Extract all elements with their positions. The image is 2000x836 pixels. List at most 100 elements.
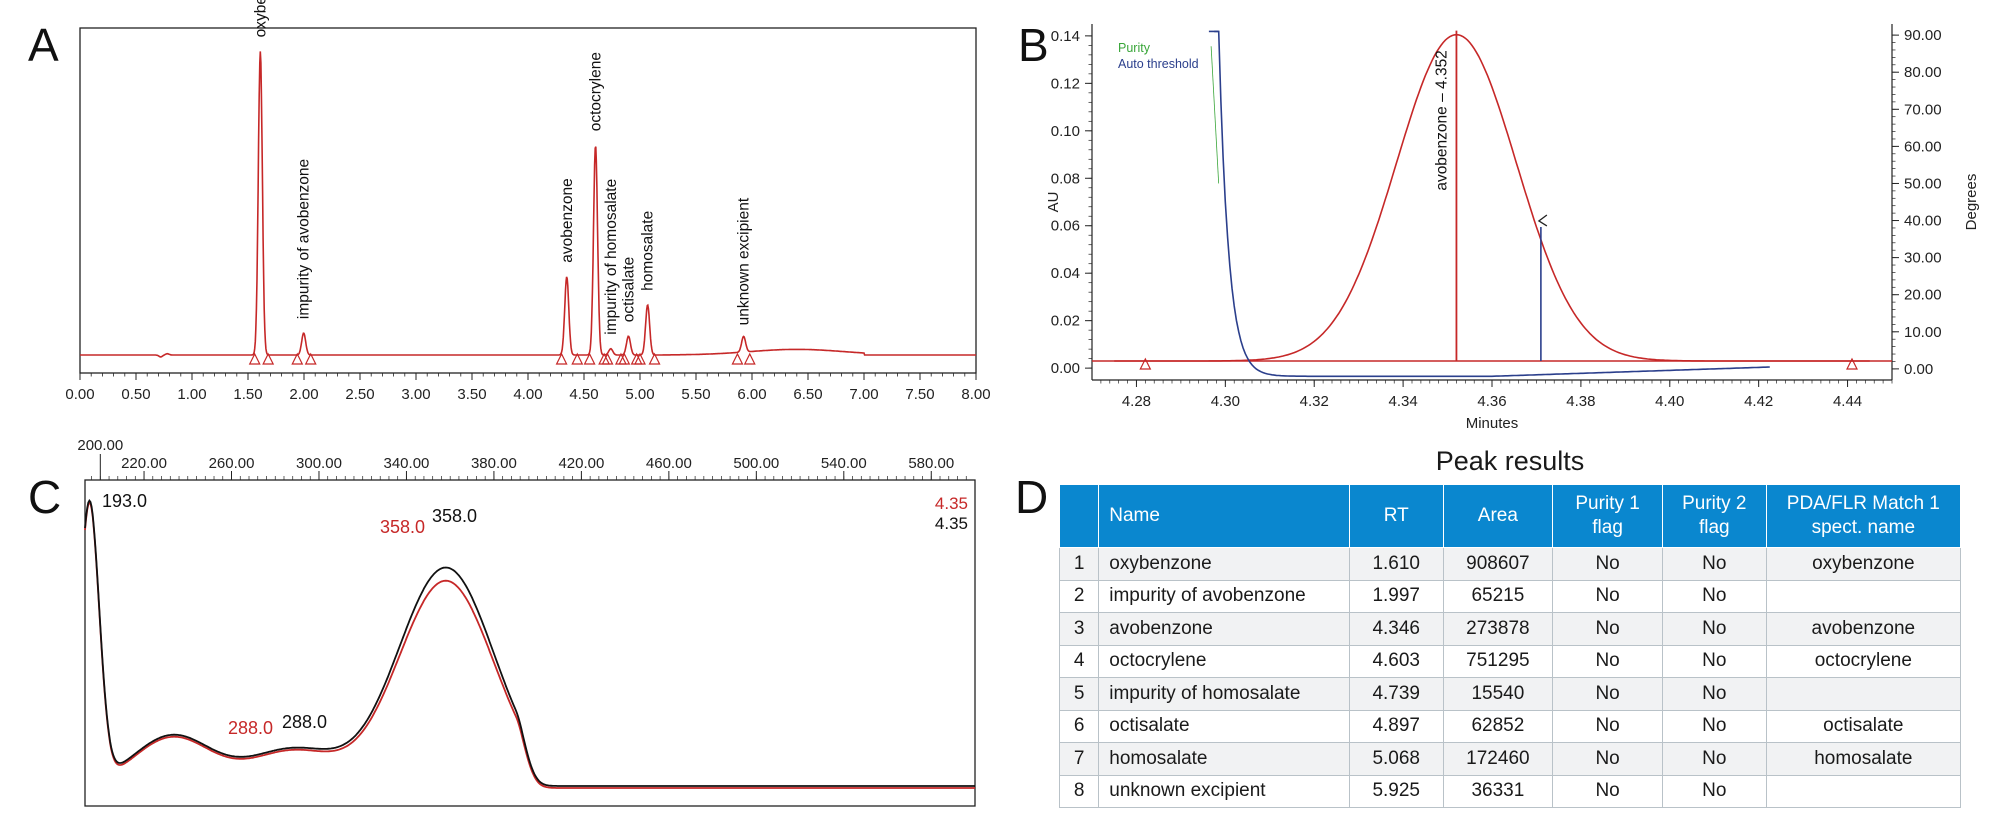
x-tick-label-a: 4.50	[569, 386, 598, 403]
x-tick-label-a: 3.50	[457, 386, 486, 403]
col-header-index	[1058, 484, 1100, 548]
cell-purity2: No	[1661, 579, 1767, 613]
panel-letter-c: C	[28, 471, 62, 523]
cell-rt: 5.925	[1348, 774, 1444, 808]
cell-name: homosalate	[1098, 742, 1350, 776]
integration-marker-a	[571, 352, 584, 365]
col-header-area: Area	[1442, 484, 1554, 548]
cutoff-caret-b	[1537, 214, 1548, 227]
col-header-purity2: Purity 2 flag	[1661, 484, 1767, 548]
x-tick-label-b: 4.36	[1477, 393, 1506, 410]
col-header-rt: RT	[1348, 484, 1444, 548]
cell-area: 36331	[1442, 774, 1554, 808]
cell-name: octisalate	[1098, 709, 1350, 743]
threshold-curve-b	[1214, 30, 1770, 378]
cell-area: 62852	[1442, 709, 1554, 743]
x-tick-label-c: 380.00	[471, 455, 517, 472]
peak-curve-b	[1114, 33, 1870, 362]
panel-letter-a: A	[28, 19, 59, 71]
cell-index: 6	[1058, 709, 1100, 743]
y-axis-title-b: AU	[1045, 192, 1062, 213]
peak-label-a: unknown excipient	[736, 197, 753, 325]
cell-purity1: No	[1552, 612, 1663, 646]
x-tick-label-c: 200.00	[77, 437, 123, 454]
table-row: 5 impurity of homosalate 4.739 15540 No No	[1058, 677, 1962, 711]
x-tick-label-a: 6.00	[737, 386, 766, 403]
cell-index: 8	[1058, 774, 1100, 808]
table-row: 7 homosalate 5.068 172460 No No homosalate	[1058, 742, 1962, 776]
table-row: 6 octisalate 4.897 62852 No No octisalate	[1058, 709, 1962, 743]
series-label-black-c: 4.35	[935, 514, 968, 533]
y2-tick-label-b: 30.00	[1904, 250, 1942, 267]
table-body: 1 oxybenzone 1.610 908607 No No oxybenzone 2 imp…	[1058, 547, 1962, 808]
cell-area: 15540	[1442, 677, 1554, 711]
cell-rt: 4.897	[1348, 709, 1444, 743]
cell-match	[1765, 579, 1962, 613]
y-tick-label-b: 0.00	[1051, 360, 1080, 377]
cell-purity1: No	[1552, 709, 1663, 743]
cell-purity1: No	[1552, 644, 1663, 678]
cell-purity2: No	[1661, 677, 1767, 711]
cell-purity1: No	[1552, 579, 1663, 613]
peak-label-a: impurity of homosalate	[603, 179, 620, 335]
integration-marker-a	[304, 352, 317, 365]
cell-name: avobenzone	[1098, 612, 1350, 646]
x-tick-label-c: 540.00	[821, 455, 867, 472]
cell-rt: 1.997	[1348, 579, 1444, 613]
cell-name: impurity of avobenzone	[1098, 579, 1350, 613]
integration-marker-a	[291, 352, 304, 365]
y-tick-label-b: 0.08	[1051, 170, 1080, 187]
x-tick-label-a: 1.00	[177, 386, 206, 403]
integration-marker-a	[618, 352, 631, 365]
cell-name: octocrylene	[1098, 644, 1350, 678]
cell-purity2: No	[1661, 709, 1767, 743]
x-tick-label-a: 7.50	[905, 386, 934, 403]
cell-match: octisalate	[1765, 709, 1962, 743]
cell-rt: 4.603	[1348, 644, 1444, 678]
y2-tick-label-b: 80.00	[1904, 64, 1942, 81]
integration-marker-a	[648, 352, 661, 365]
integration-marker-b	[1846, 357, 1858, 370]
peak-label-b: avobenzone – 4.352	[1433, 50, 1450, 190]
x-tick-label-a: 1.50	[233, 386, 262, 403]
table-row: 8 unknown excipient 5.925 36331 No No	[1058, 774, 1962, 808]
y-tick-label-b: 0.10	[1051, 123, 1080, 140]
x-tick-label-c: 460.00	[646, 455, 692, 472]
integration-marker-a	[555, 352, 568, 365]
y2-tick-label-b: 40.00	[1904, 213, 1942, 230]
cell-match	[1765, 677, 1962, 711]
cell-index: 7	[1058, 742, 1100, 776]
x-tick-label-b: 4.30	[1211, 393, 1240, 410]
x-tick-label-a: 8.00	[961, 386, 990, 403]
cell-name: impurity of homosalate	[1098, 677, 1350, 711]
x-tick-label-c: 500.00	[733, 455, 779, 472]
peak-results-table: Name RT Area Purity 1 flag Purity 2 flag…	[1058, 484, 1962, 808]
y2-tick-label-b: 70.00	[1904, 101, 1942, 118]
col-header-match: PDA/FLR Match 1 spect. name	[1765, 484, 1962, 548]
x-tick-label-b: 4.28	[1122, 393, 1151, 410]
series-label-red-c: 4.35	[935, 494, 968, 513]
cell-index: 2	[1058, 579, 1100, 613]
spectrum-red-c	[84, 500, 975, 789]
integration-marker-a	[634, 352, 646, 365]
peak-label-a: octisalate	[620, 257, 637, 322]
cell-index: 1	[1058, 547, 1100, 581]
cell-match: octocrylene	[1765, 644, 1962, 678]
y-tick-label-b: 0.02	[1051, 313, 1080, 330]
x-tick-label-b: 4.34	[1389, 393, 1418, 410]
purity-curve-b	[1210, 46, 1220, 184]
y-tick-label-b: 0.12	[1051, 75, 1080, 92]
y2-tick-label-b: 10.00	[1904, 324, 1942, 341]
peak-label-a: impurity of avobenzone	[296, 159, 313, 319]
cell-purity1: No	[1552, 742, 1663, 776]
x-tick-label-a: 6.50	[793, 386, 822, 403]
table-row: 1 oxybenzone 1.610 908607 No No oxybenzone	[1058, 547, 1962, 581]
cell-name: oxybenzone	[1098, 547, 1350, 581]
y-tick-label-b: 0.14	[1051, 28, 1080, 45]
x-tick-label-b: 4.44	[1833, 393, 1862, 410]
cell-area: 172460	[1442, 742, 1554, 776]
spectrum-black-c	[84, 498, 975, 787]
x-tick-label-a: 0.50	[121, 386, 150, 403]
x-tick-label-b: 4.38	[1566, 393, 1595, 410]
